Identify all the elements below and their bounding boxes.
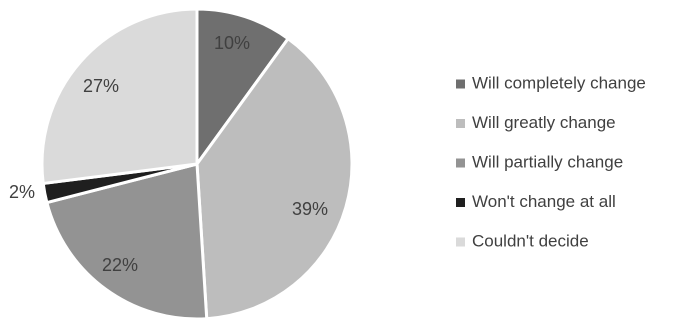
legend-swatch-4 (456, 198, 465, 207)
legend-swatch-5 (456, 237, 465, 247)
slice-label-4: 2% (9, 182, 35, 202)
pie-slice-2 (195, 36, 354, 320)
legend-label-5: Couldn't decide (472, 231, 589, 250)
slice-label-5: 27% (83, 76, 119, 96)
pie-slices (40, 7, 354, 320)
pie-slice-labels: 10% 39% 22% 2% 27% (9, 33, 328, 275)
legend-item-2: Will greatly change (456, 113, 616, 132)
legend-label-1: Will completely change (472, 73, 646, 92)
legend-item-5: Couldn't decide (456, 231, 589, 250)
legend-item-4: Won't change at all (456, 192, 616, 211)
pie-slice-1 (195, 7, 291, 169)
legend-label-2: Will greatly change (472, 113, 616, 132)
legend: Will completely change Will greatly chang… (456, 73, 646, 250)
pie-slice-3 (45, 162, 209, 320)
legend-swatch-1 (456, 79, 465, 89)
slice-label-3: 22% (102, 255, 138, 275)
legend-item-1: Will completely change (456, 73, 646, 92)
slice-label-1: 10% (214, 33, 250, 53)
legend-item-3: Will partially change (456, 152, 623, 171)
legend-swatch-3 (456, 158, 465, 168)
legend-label-3: Will partially change (472, 152, 623, 171)
pie-slice-5 (40, 7, 199, 186)
legend-label-4: Won't change at all (472, 192, 616, 211)
slice-label-2: 39% (292, 199, 328, 219)
legend-swatch-2 (456, 119, 465, 128)
